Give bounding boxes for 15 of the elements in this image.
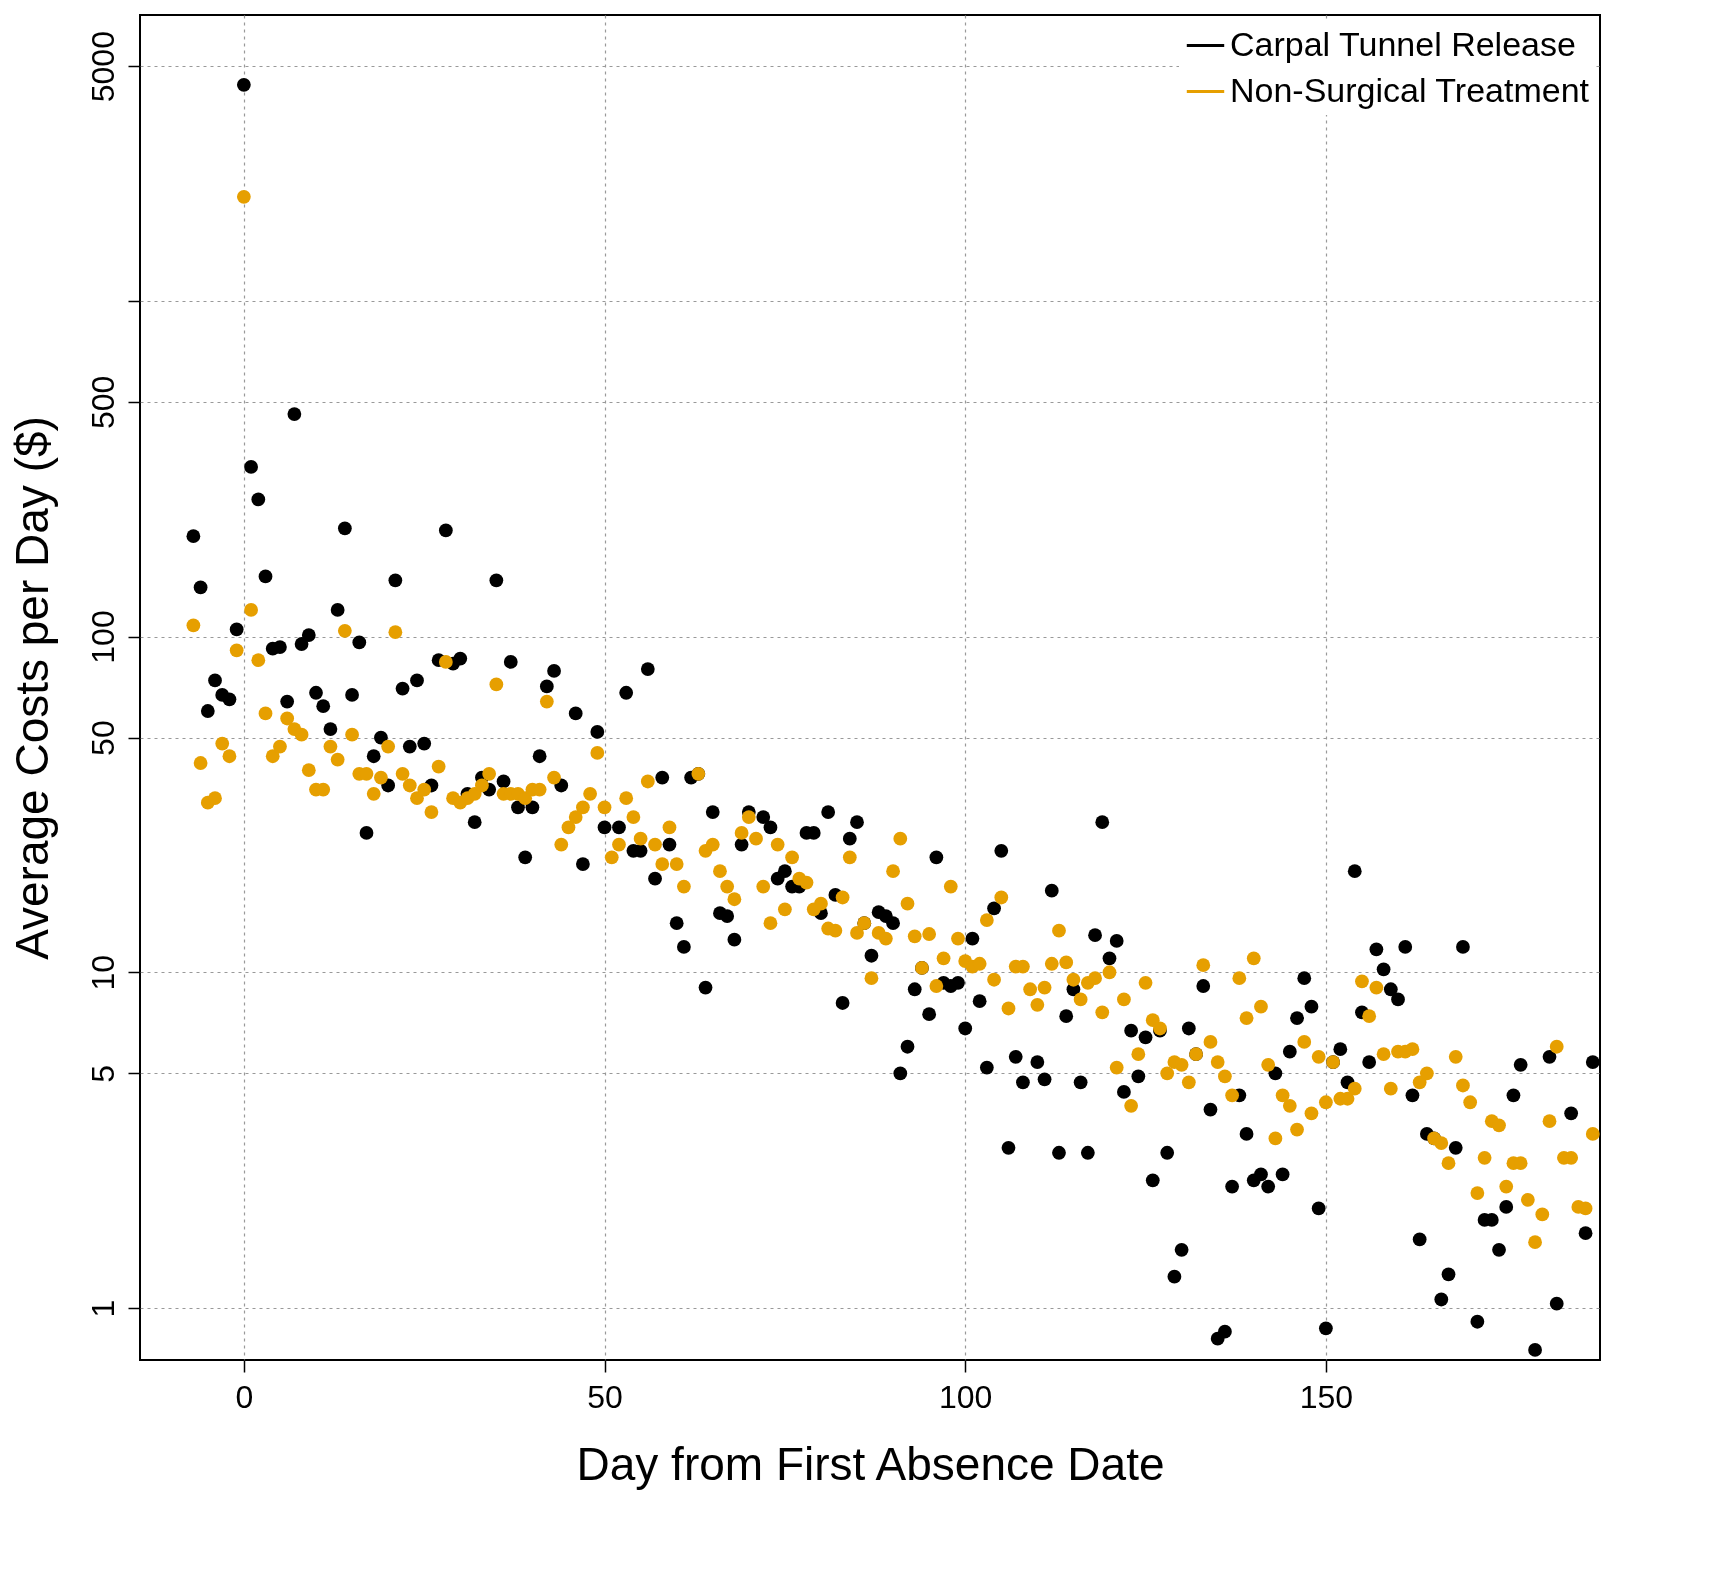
y-tick-label: 5000	[84, 31, 121, 103]
legend-label: Non-Surgical Treatment	[1230, 70, 1590, 109]
y-tick-label: 1	[84, 1299, 121, 1318]
y-axis-title: Average Costs per Day ($)	[5, 416, 58, 960]
x-tick-label: 0	[235, 1378, 254, 1415]
y-tick-label: 5	[84, 1064, 121, 1083]
y-tick-label: 50	[84, 720, 121, 756]
y-tick-label: 10	[84, 954, 121, 991]
x-axis-title: Day from First Absence Date	[576, 1437, 1165, 1490]
legend-label: Carpal Tunnel Release	[1230, 24, 1576, 63]
x-tick-label: 50	[587, 1378, 623, 1415]
y-tick-label: 500	[84, 375, 121, 430]
x-tick-label: 150	[1299, 1378, 1354, 1415]
x-tick-label: 100	[939, 1378, 993, 1415]
y-tick-label: 100	[84, 610, 121, 664]
